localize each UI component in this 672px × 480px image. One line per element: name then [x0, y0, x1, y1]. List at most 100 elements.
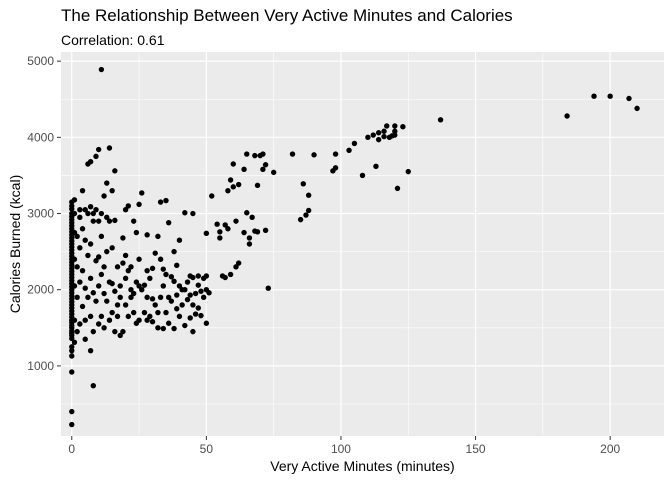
data-point [122, 252, 129, 259]
data-point [144, 232, 150, 238]
data-point [117, 294, 123, 301]
data-points [69, 66, 640, 428]
data-point [93, 298, 99, 304]
data-point [171, 248, 177, 255]
data-point [591, 93, 597, 99]
data-point [214, 221, 220, 227]
data-point [144, 317, 150, 323]
data-point [112, 288, 118, 294]
data-point [141, 309, 148, 316]
data-point [155, 309, 161, 316]
data-point [392, 132, 398, 138]
data-point [139, 287, 145, 293]
data-point [270, 169, 277, 176]
data-point [136, 283, 142, 289]
data-point [90, 290, 97, 296]
data-point [163, 271, 169, 278]
data-point [168, 274, 175, 280]
data-point [394, 185, 401, 192]
data-point [133, 279, 140, 285]
data-point [149, 296, 156, 302]
data-point [109, 280, 115, 287]
data-point [133, 229, 140, 236]
data-point [104, 298, 110, 304]
data-point [174, 306, 180, 312]
data-point [122, 207, 129, 213]
data-point [265, 285, 271, 291]
data-point [179, 302, 185, 308]
data-point [195, 305, 201, 311]
data-point [297, 216, 304, 223]
data-point [69, 353, 75, 359]
y-tick-label: 3000 [27, 207, 54, 221]
data-point [82, 285, 88, 291]
data-point [381, 133, 387, 140]
data-point [195, 273, 201, 279]
data-point [69, 347, 75, 354]
data-point [437, 117, 444, 123]
data-point [230, 184, 236, 190]
data-point [198, 312, 204, 319]
data-point [95, 321, 102, 327]
data-point [114, 302, 121, 308]
data-point [101, 193, 107, 199]
data-point [101, 325, 107, 331]
data-point [77, 214, 83, 221]
data-point [182, 210, 188, 216]
data-point [93, 258, 99, 264]
data-point [262, 227, 269, 233]
data-point [128, 294, 134, 301]
data-point [262, 162, 269, 168]
data-point [206, 290, 212, 296]
data-point [128, 287, 134, 293]
data-point [125, 203, 131, 209]
data-point [93, 207, 99, 213]
data-point [564, 113, 570, 119]
data-point [244, 151, 250, 157]
x-axis-title: Very Active Minutes (minutes) [270, 458, 454, 474]
data-point [90, 210, 97, 217]
y-tick-label: 1000 [27, 359, 54, 373]
y-tick-label: 5000 [27, 54, 54, 68]
data-point [98, 271, 105, 278]
data-point [375, 136, 382, 143]
data-point [71, 317, 78, 323]
plot-panel [61, 52, 664, 436]
data-point [634, 105, 640, 112]
data-point [112, 328, 118, 335]
data-point [305, 192, 312, 198]
data-point [227, 177, 234, 183]
data-point [71, 283, 78, 289]
data-point [174, 262, 180, 269]
data-point [217, 229, 223, 235]
data-point [225, 226, 231, 232]
data-point [98, 210, 105, 217]
data-point [130, 218, 137, 224]
data-point [190, 274, 196, 281]
data-point [203, 273, 210, 279]
data-point [203, 320, 210, 326]
data-point [87, 203, 94, 210]
data-point [120, 235, 126, 241]
data-point [74, 264, 80, 270]
data-point [71, 339, 78, 345]
data-point [106, 317, 113, 323]
x-tick-label: 150 [466, 442, 486, 456]
data-point [405, 168, 411, 175]
data-point [77, 279, 83, 285]
data-point [122, 302, 129, 308]
data-point [85, 210, 91, 217]
data-point [79, 267, 86, 274]
data-point [176, 237, 183, 243]
data-point [114, 313, 121, 320]
data-point [109, 245, 115, 251]
data-point [136, 317, 142, 323]
data-point [93, 153, 99, 160]
data-point [241, 229, 247, 236]
data-point [246, 241, 253, 247]
data-point [82, 207, 88, 213]
data-point [98, 313, 105, 320]
data-point [187, 292, 193, 298]
data-point [254, 229, 261, 235]
